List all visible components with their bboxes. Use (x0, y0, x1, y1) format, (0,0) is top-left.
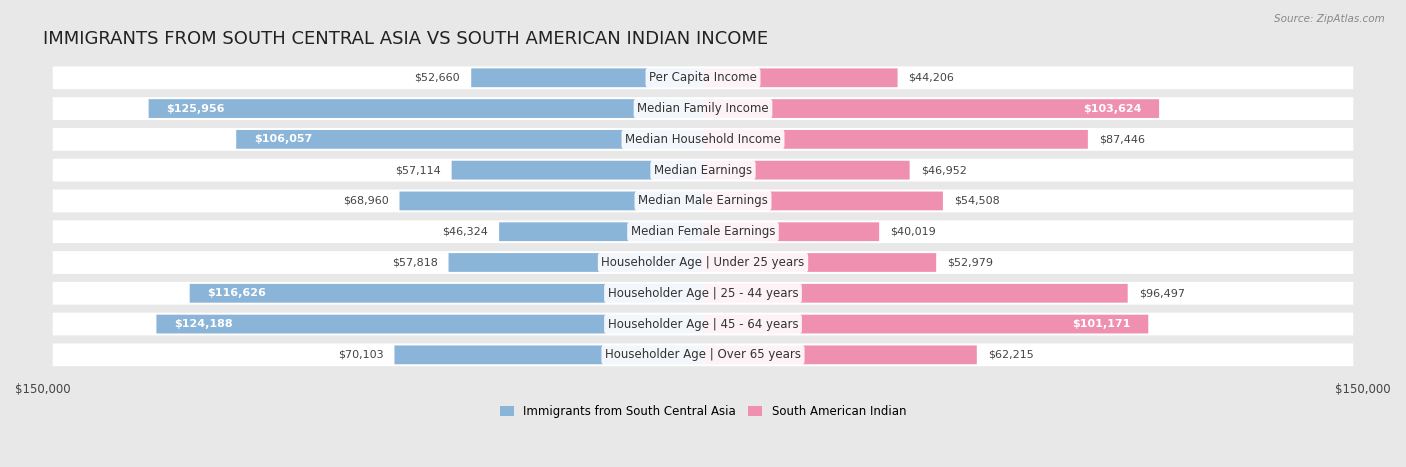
Text: Householder Age | 25 - 44 years: Householder Age | 25 - 44 years (607, 287, 799, 300)
FancyBboxPatch shape (52, 251, 1354, 274)
FancyBboxPatch shape (52, 128, 1354, 151)
FancyBboxPatch shape (703, 99, 1159, 118)
FancyBboxPatch shape (451, 161, 703, 179)
FancyBboxPatch shape (149, 99, 703, 118)
FancyBboxPatch shape (703, 284, 1128, 303)
Text: $46,952: $46,952 (921, 165, 966, 175)
FancyBboxPatch shape (703, 191, 943, 210)
FancyBboxPatch shape (703, 130, 1088, 149)
Text: $57,818: $57,818 (392, 257, 437, 268)
Text: $101,171: $101,171 (1073, 319, 1130, 329)
FancyBboxPatch shape (703, 346, 977, 364)
Text: $44,206: $44,206 (908, 73, 955, 83)
FancyBboxPatch shape (156, 315, 703, 333)
Text: $57,114: $57,114 (395, 165, 440, 175)
Text: $54,508: $54,508 (953, 196, 1000, 206)
FancyBboxPatch shape (52, 66, 1354, 89)
FancyBboxPatch shape (52, 159, 1354, 182)
Text: Source: ZipAtlas.com: Source: ZipAtlas.com (1274, 14, 1385, 24)
Text: $46,324: $46,324 (443, 226, 488, 237)
Text: Per Capita Income: Per Capita Income (650, 71, 756, 84)
FancyBboxPatch shape (52, 190, 1354, 212)
Text: $52,660: $52,660 (415, 73, 460, 83)
FancyBboxPatch shape (399, 191, 703, 210)
Text: $52,979: $52,979 (948, 257, 993, 268)
FancyBboxPatch shape (703, 315, 1149, 333)
Text: $87,446: $87,446 (1099, 134, 1144, 144)
Text: IMMIGRANTS FROM SOUTH CENTRAL ASIA VS SOUTH AMERICAN INDIAN INCOME: IMMIGRANTS FROM SOUTH CENTRAL ASIA VS SO… (42, 30, 768, 48)
FancyBboxPatch shape (52, 220, 1354, 243)
FancyBboxPatch shape (449, 253, 703, 272)
Text: Median Family Income: Median Family Income (637, 102, 769, 115)
FancyBboxPatch shape (471, 68, 703, 87)
Text: $96,497: $96,497 (1139, 288, 1185, 298)
Text: Householder Age | Under 25 years: Householder Age | Under 25 years (602, 256, 804, 269)
FancyBboxPatch shape (499, 222, 703, 241)
Text: $70,103: $70,103 (337, 350, 384, 360)
Legend: Immigrants from South Central Asia, South American Indian: Immigrants from South Central Asia, Sout… (495, 400, 911, 423)
FancyBboxPatch shape (703, 253, 936, 272)
FancyBboxPatch shape (52, 313, 1354, 335)
Text: $103,624: $103,624 (1083, 104, 1142, 113)
Text: Householder Age | Over 65 years: Householder Age | Over 65 years (605, 348, 801, 361)
FancyBboxPatch shape (190, 284, 703, 303)
Text: $62,215: $62,215 (988, 350, 1033, 360)
FancyBboxPatch shape (52, 343, 1354, 366)
Text: Householder Age | 45 - 64 years: Householder Age | 45 - 64 years (607, 318, 799, 331)
Text: $124,188: $124,188 (174, 319, 232, 329)
Text: $116,626: $116,626 (207, 288, 266, 298)
Text: $106,057: $106,057 (254, 134, 312, 144)
FancyBboxPatch shape (52, 282, 1354, 304)
Text: $40,019: $40,019 (890, 226, 936, 237)
FancyBboxPatch shape (703, 68, 897, 87)
Text: Median Male Earnings: Median Male Earnings (638, 194, 768, 207)
FancyBboxPatch shape (236, 130, 703, 149)
FancyBboxPatch shape (395, 346, 703, 364)
FancyBboxPatch shape (703, 161, 910, 179)
Text: $68,960: $68,960 (343, 196, 388, 206)
Text: $125,956: $125,956 (166, 104, 225, 113)
Text: Median Female Earnings: Median Female Earnings (631, 225, 775, 238)
FancyBboxPatch shape (52, 97, 1354, 120)
Text: Median Earnings: Median Earnings (654, 163, 752, 177)
Text: Median Household Income: Median Household Income (626, 133, 780, 146)
FancyBboxPatch shape (703, 222, 879, 241)
